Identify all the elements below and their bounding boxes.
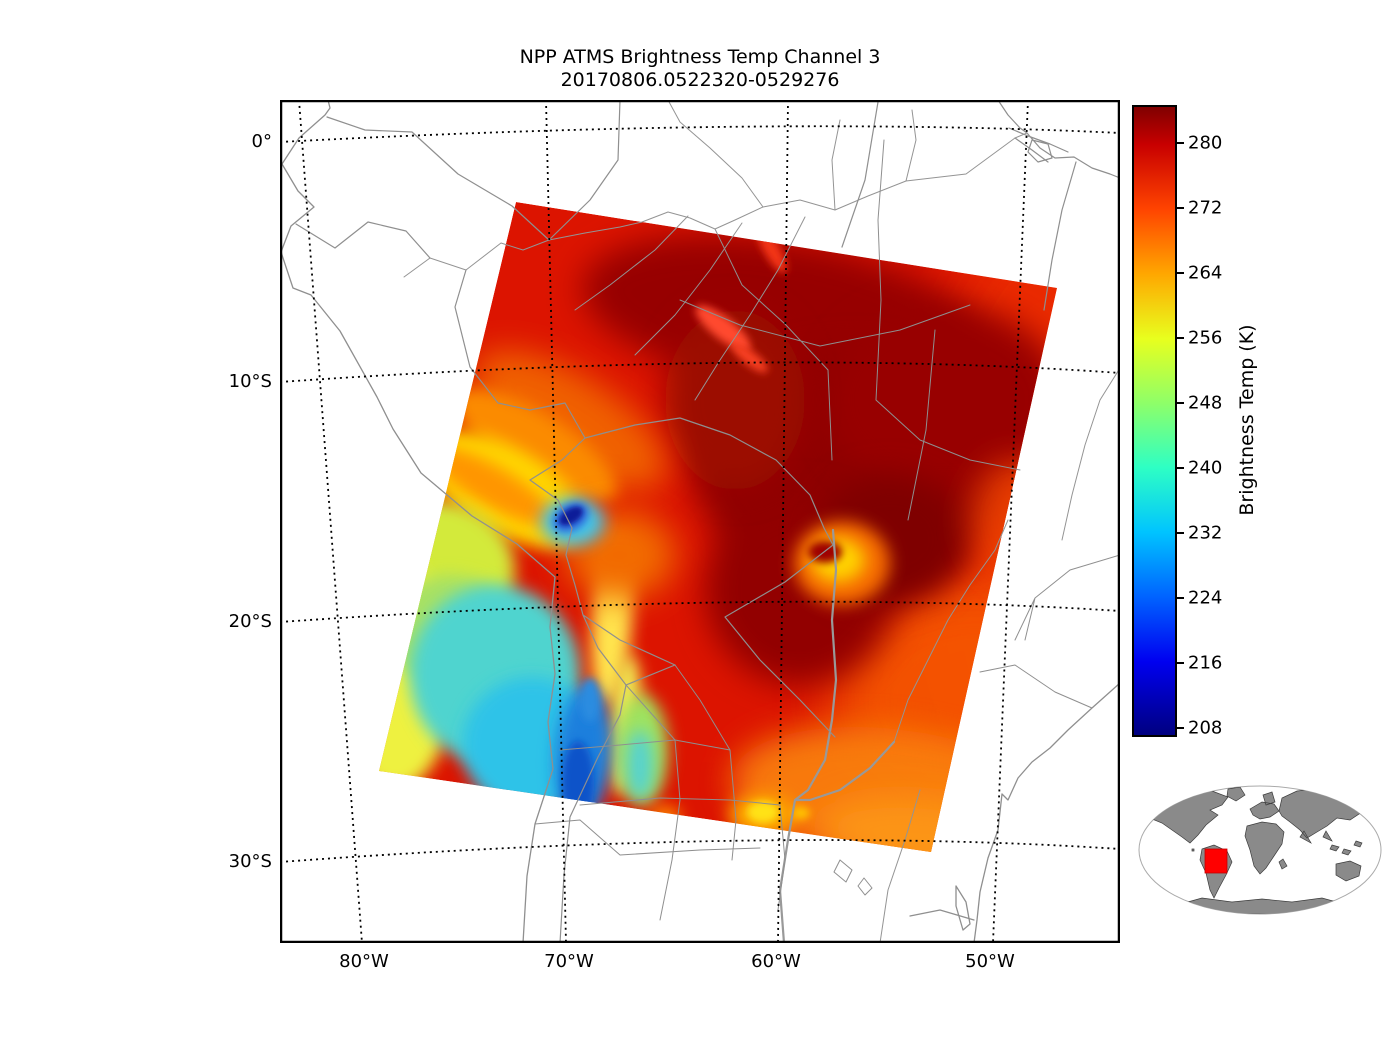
colorbar-tick-label-248: 248 bbox=[1188, 392, 1223, 414]
lon-tick-label-60w: 60°W bbox=[751, 951, 801, 972]
colorbar-tick-label-240: 240 bbox=[1188, 457, 1223, 479]
satellite-swath bbox=[379, 202, 1057, 852]
colorbar-tick bbox=[1177, 467, 1184, 469]
colorbar-tick-label-272: 272 bbox=[1188, 197, 1223, 219]
meridian-50w bbox=[992, 100, 1029, 943]
parallel-30s bbox=[280, 839, 1120, 863]
lat-tick-label-0: 0° bbox=[251, 131, 272, 152]
colorbar-tick bbox=[1177, 727, 1184, 729]
parallel-10s bbox=[280, 361, 1120, 383]
lon-tick-label-80w: 80°W bbox=[339, 951, 389, 972]
meridian-80w bbox=[298, 100, 363, 943]
se-asia-islands bbox=[1329, 806, 1369, 856]
inset-world-svg bbox=[1138, 785, 1382, 915]
colorbar-tick bbox=[1177, 402, 1184, 404]
swath-region-marker bbox=[1204, 848, 1228, 874]
colorbar-tick bbox=[1177, 272, 1184, 274]
coastline-se-path bbox=[909, 682, 1120, 943]
title-block: NPP ATMS Brightness Temp Channel 3 20170… bbox=[280, 46, 1120, 92]
graticule-layer bbox=[280, 100, 1120, 943]
colorbar-tick-label-216: 216 bbox=[1188, 652, 1223, 674]
colorbar-tick bbox=[1177, 597, 1184, 599]
colorbar-tick-label-256: 256 bbox=[1188, 327, 1223, 349]
map-svg bbox=[280, 100, 1120, 943]
lat-tick-label-10s: 10°S bbox=[228, 371, 272, 392]
africa bbox=[1244, 821, 1288, 875]
colorbar-axis-label: Brightness Temp (K) bbox=[1236, 324, 1258, 516]
state-borders-path bbox=[534, 139, 1120, 921]
colorbar bbox=[1132, 105, 1177, 737]
colorbar-tick bbox=[1177, 337, 1184, 339]
rivers-path bbox=[403, 100, 1120, 943]
colorbar-tick bbox=[1177, 142, 1184, 144]
plot-subtitle: 20170806.0522320-0529276 bbox=[560, 69, 840, 91]
lon-tick-label-50w: 50°W bbox=[965, 951, 1015, 972]
plot-title: NPP ATMS Brightness Temp Channel 3 bbox=[519, 46, 881, 68]
colorbar-gradient bbox=[1134, 107, 1175, 735]
meridian-60w bbox=[777, 100, 789, 943]
colorbar-tick bbox=[1177, 207, 1184, 209]
colorbar-tick-label-232: 232 bbox=[1188, 522, 1223, 544]
meridian-70w bbox=[545, 100, 567, 943]
coastline-ne-path bbox=[997, 100, 1120, 311]
map-frame bbox=[280, 100, 1120, 943]
country-borders-path bbox=[295, 100, 879, 943]
parallel-20s bbox=[280, 600, 1120, 623]
lat-tick-label-30s: 30°S bbox=[228, 851, 272, 872]
inset-locator-map bbox=[1132, 779, 1388, 921]
colorbar-tick bbox=[1177, 532, 1184, 534]
colorbar-tick-label-224: 224 bbox=[1188, 587, 1223, 609]
map-panel bbox=[280, 100, 1120, 943]
lat-tick-label-20s: 20°S bbox=[228, 611, 272, 632]
coastline-borders-layer bbox=[280, 100, 1120, 943]
major-rivers-path bbox=[778, 528, 896, 943]
lon-tick-label-70w: 70°W bbox=[544, 951, 594, 972]
europe bbox=[1249, 791, 1280, 820]
colorbar-tick-label-264: 264 bbox=[1188, 262, 1223, 284]
colorbar-tick-label-208: 208 bbox=[1188, 717, 1223, 739]
galapagos-dot bbox=[1191, 848, 1195, 852]
greenland bbox=[1226, 786, 1246, 802]
colorbar-tick bbox=[1177, 662, 1184, 664]
colorbar-tick-label-280: 280 bbox=[1188, 132, 1223, 154]
